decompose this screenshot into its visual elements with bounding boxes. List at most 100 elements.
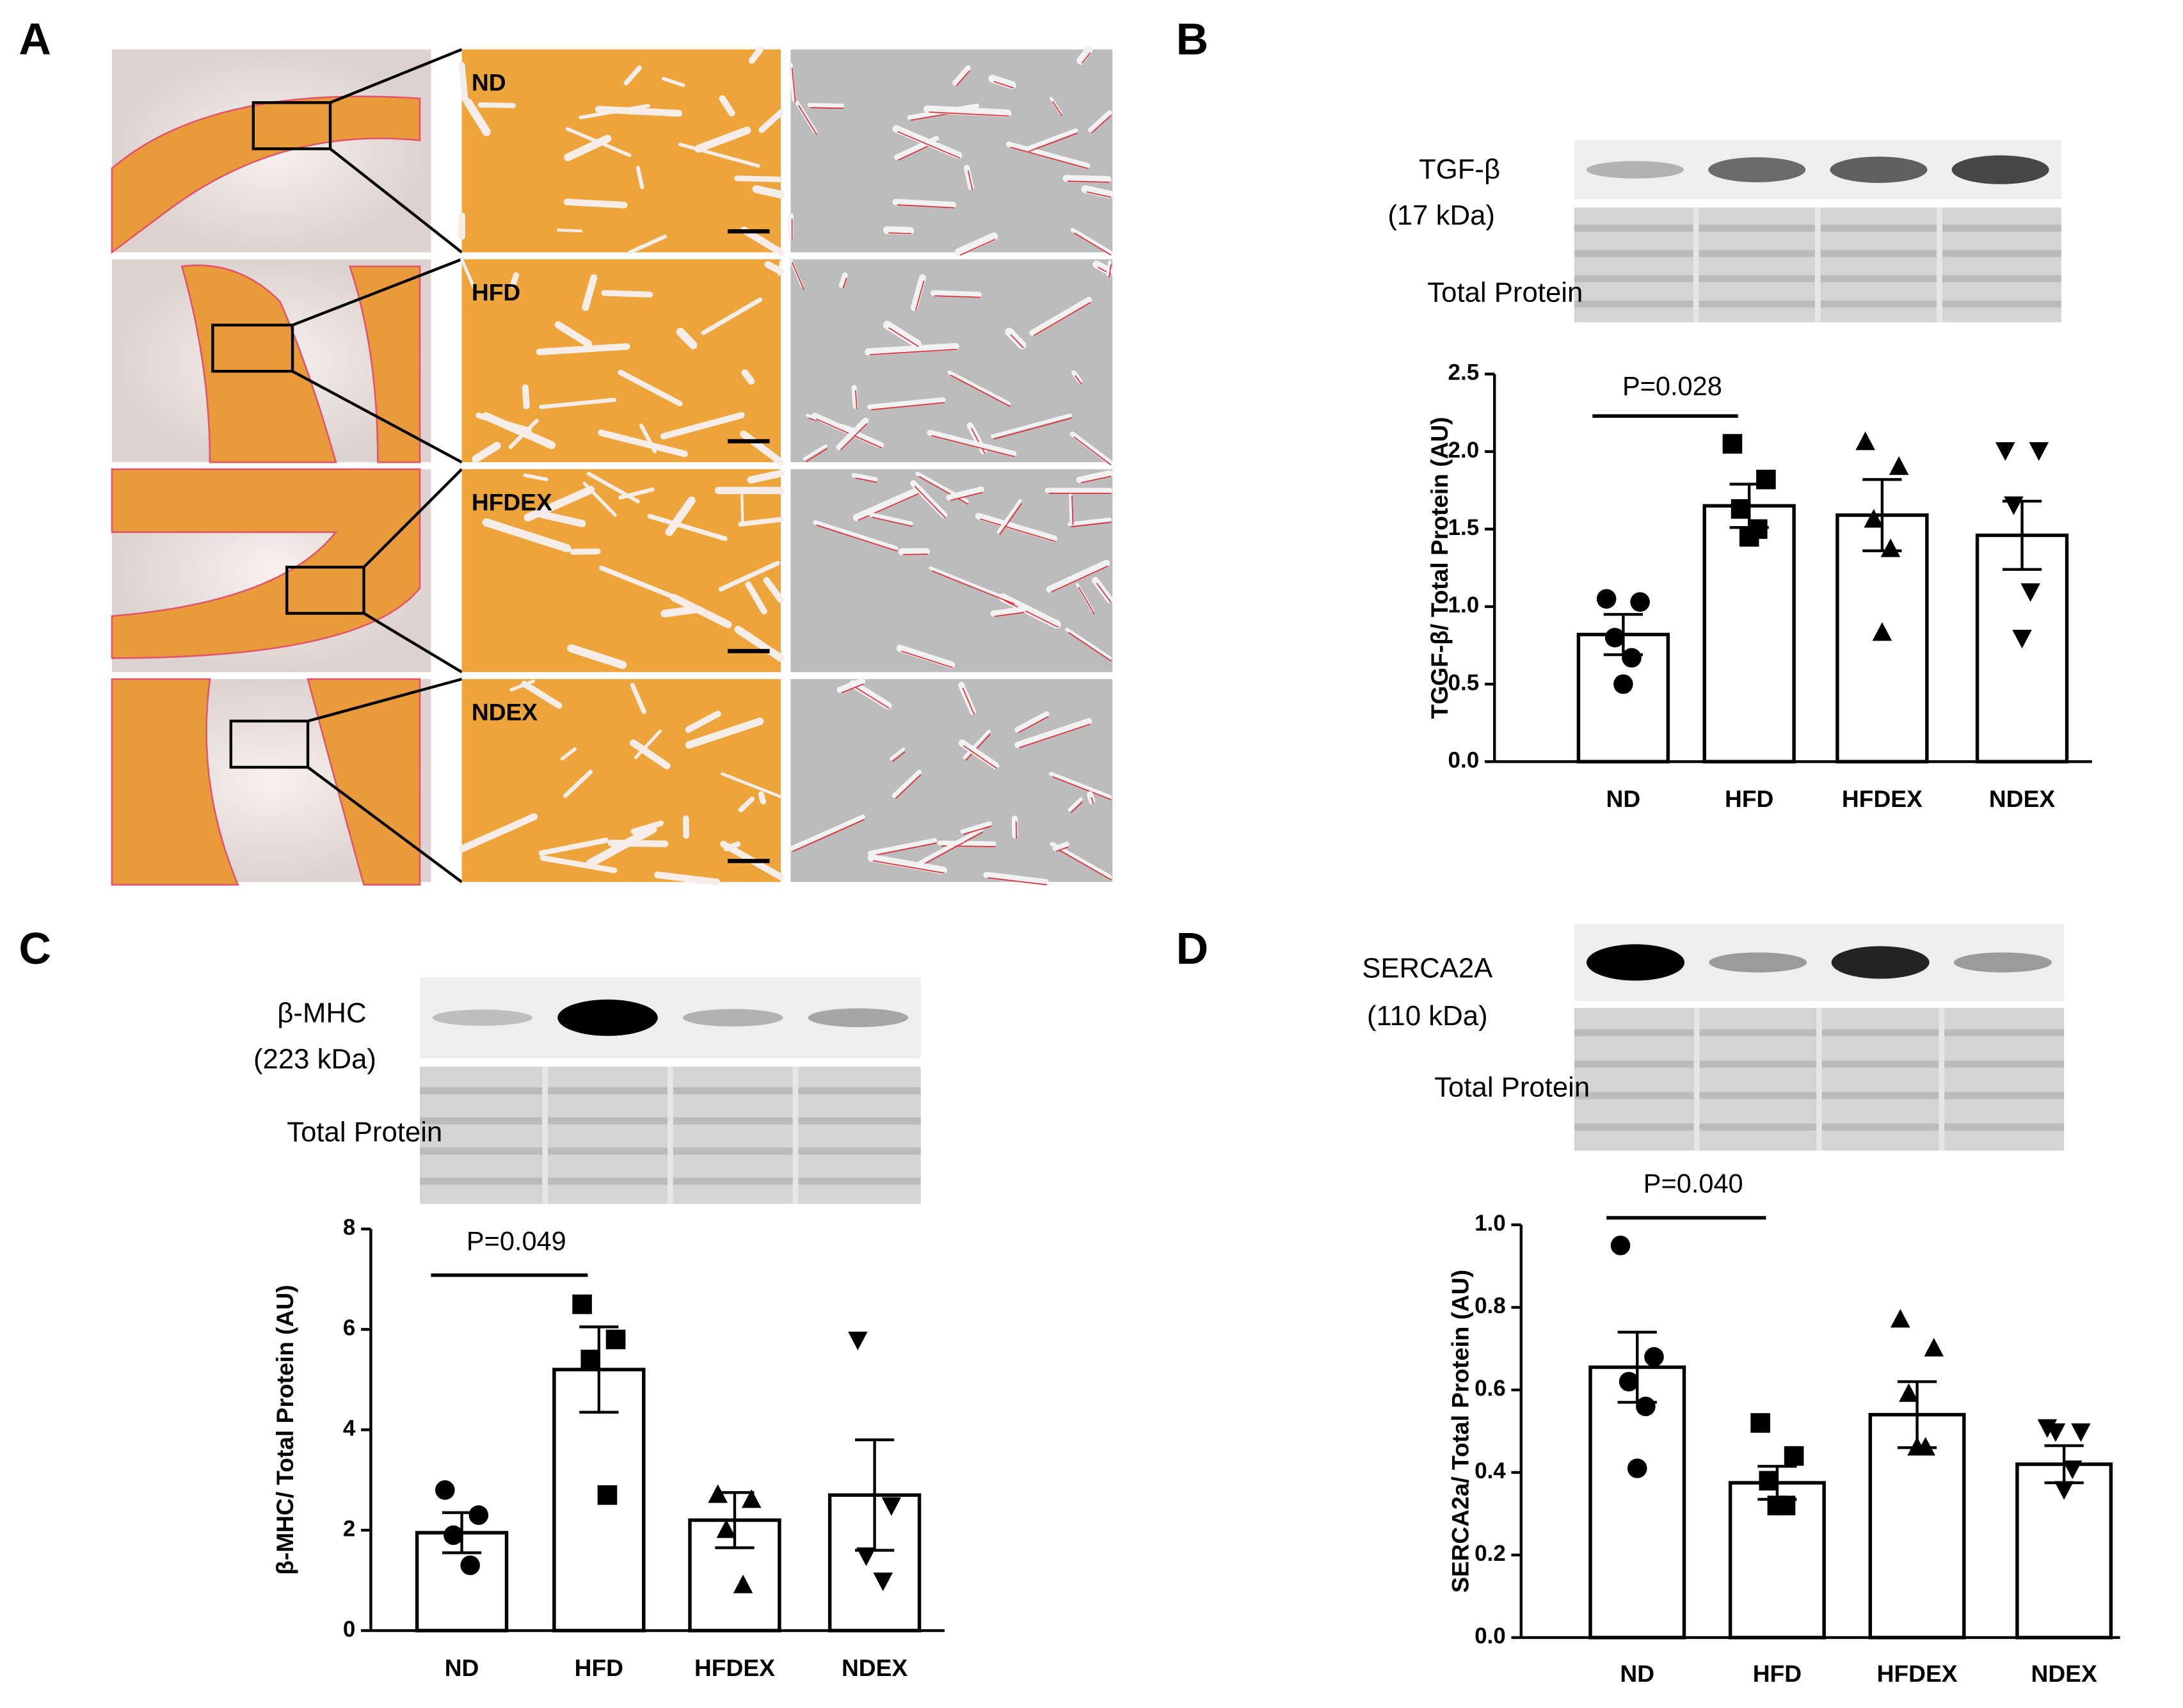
tissue-gap <box>660 605 698 618</box>
collagen <box>1068 632 1112 662</box>
histology-analysis <box>790 259 1113 463</box>
tissue-section <box>180 264 421 463</box>
data-point <box>1627 1458 1647 1478</box>
collagen <box>1076 470 1113 483</box>
tissue-gap <box>694 126 751 153</box>
tissue-gap <box>685 717 764 749</box>
collagen <box>954 232 998 257</box>
tissue-gap <box>745 581 767 615</box>
data-point <box>1756 469 1776 490</box>
collagen <box>868 512 913 526</box>
collagen <box>915 280 925 311</box>
collagen <box>983 872 1049 886</box>
collagen <box>999 503 1023 536</box>
collagen <box>1052 842 1069 851</box>
y-tick-label: 1.0 <box>1448 593 1480 618</box>
collagen <box>956 70 970 86</box>
collagen <box>963 745 998 769</box>
tissue-gap <box>563 198 628 209</box>
data-point <box>1995 442 2015 461</box>
lane-gap <box>1693 1008 1700 1151</box>
collagen <box>963 729 991 760</box>
tissue-gap <box>636 166 644 189</box>
collagen <box>895 774 922 799</box>
panel-label: C <box>19 923 51 973</box>
data-point <box>1872 622 1892 641</box>
collagen <box>1015 821 1018 839</box>
collagen <box>883 321 922 348</box>
x-tick-label: ND <box>445 1654 479 1681</box>
collagen <box>1005 141 1091 169</box>
collagen <box>842 278 847 289</box>
tissue-section <box>111 678 421 886</box>
zoom-line <box>363 612 463 674</box>
collagen <box>1005 328 1027 349</box>
collagen <box>892 769 922 798</box>
collagen <box>959 239 996 256</box>
y-tick-label: 0 <box>343 1616 355 1641</box>
collagen <box>836 678 866 693</box>
collagen <box>1052 776 1112 801</box>
data-point <box>2054 1481 2074 1500</box>
collagen <box>1073 436 1112 466</box>
x-tick-label: NDEX <box>842 1654 908 1681</box>
collagen <box>1075 375 1082 385</box>
collagen <box>871 842 936 857</box>
x-tick-label: NDEX <box>1989 785 2055 812</box>
collagen <box>958 739 1000 770</box>
tissue-gap <box>723 841 741 852</box>
collagen <box>1052 100 1063 116</box>
collagen <box>995 612 1025 618</box>
collagen <box>805 448 828 463</box>
blot-band <box>1951 155 2049 184</box>
data-point <box>1855 431 1875 451</box>
data-point <box>1889 456 1909 475</box>
collagen <box>1071 495 1074 525</box>
data-point <box>1613 674 1633 694</box>
collagen <box>1091 797 1094 804</box>
collagen <box>897 131 961 159</box>
tissue-gap <box>738 796 755 813</box>
tissue-gap <box>560 747 577 761</box>
collagen <box>1082 52 1091 64</box>
collagen <box>1080 475 1112 484</box>
data-point <box>1636 1396 1656 1417</box>
lane-gap <box>1814 207 1821 323</box>
tissue-gap <box>628 234 668 255</box>
collagen <box>1074 232 1112 256</box>
zoom-box <box>252 101 332 150</box>
collagen <box>993 81 1014 89</box>
blot-target <box>419 977 921 1058</box>
collagen <box>791 262 804 291</box>
y-tick-label: 0.0 <box>1475 1624 1506 1648</box>
tissue-gap <box>662 77 685 87</box>
tissue-gap <box>623 65 642 86</box>
tissue-gap <box>538 837 609 856</box>
collagen <box>1062 175 1112 183</box>
tissue-gap <box>565 127 632 157</box>
zoom-line <box>362 468 463 568</box>
collagen <box>854 390 858 409</box>
lane-gap <box>792 1066 799 1204</box>
data-point <box>435 1480 455 1500</box>
tissue-gap <box>741 369 755 385</box>
data-point <box>1619 1371 1639 1392</box>
collagen <box>920 831 984 867</box>
tissue-gap <box>701 297 763 335</box>
tissue-gap <box>618 369 683 406</box>
y-tick-label: 0.5 <box>1448 670 1480 695</box>
lane-gap <box>542 1066 548 1204</box>
y-tick-label: 1.5 <box>1448 515 1480 540</box>
y-tick-label: 0.8 <box>1475 1293 1506 1318</box>
x-tick-label: HFD <box>1753 1660 1802 1687</box>
tissue-gap <box>777 260 783 276</box>
zoom-line <box>329 147 463 254</box>
collagen <box>1086 191 1112 198</box>
x-tick-label: ND <box>1606 785 1641 812</box>
tissue-gap <box>647 513 728 541</box>
collagen <box>1071 522 1112 528</box>
p-value: P=0.040 <box>1643 1169 1743 1199</box>
y-tick-label: 2 <box>343 1516 355 1541</box>
tissue-gap <box>524 486 595 522</box>
data-point <box>1731 499 1751 519</box>
